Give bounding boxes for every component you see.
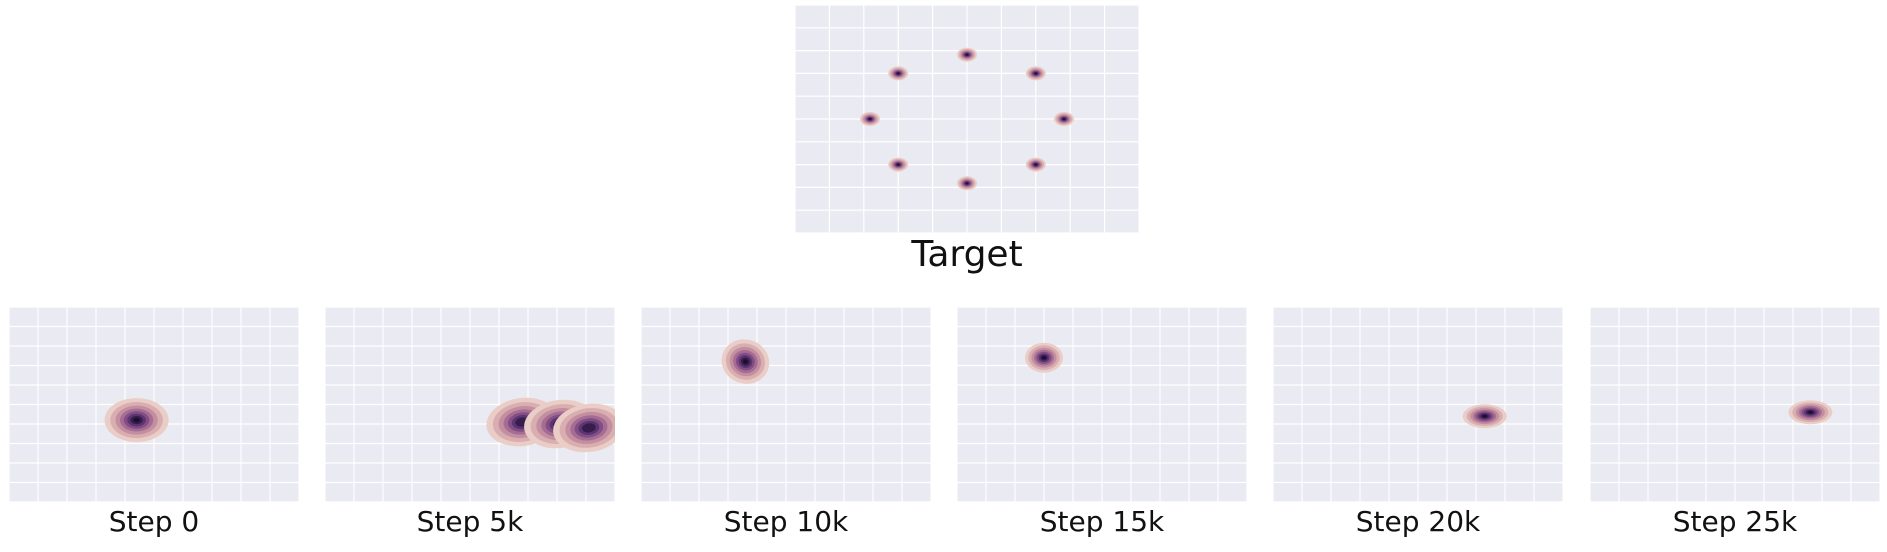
step-0-caption: Step 0: [108, 505, 200, 538]
density-mode: [104, 398, 169, 443]
density-mode: [957, 176, 977, 191]
step-25k-density-plot: [1590, 307, 1880, 502]
density-contour-level: [897, 72, 900, 75]
step-0-density-plot: [9, 307, 299, 502]
step-10k-caption: Step 10k: [723, 505, 849, 538]
density-contour-level: [1808, 411, 1813, 414]
step-15k-density-plot: [957, 307, 1247, 502]
density-mode: [1025, 342, 1063, 373]
density-mode: [1054, 112, 1075, 126]
step-0-panel: [9, 307, 299, 502]
density-mode: [1788, 400, 1833, 425]
density-contour-level: [966, 182, 968, 184]
step-10k-panel: [641, 307, 931, 502]
step-10k-density-plot: [641, 307, 931, 502]
step-20k-caption: Step 20k: [1355, 505, 1481, 538]
density-mode: [1025, 66, 1046, 81]
density-contour-level: [133, 417, 140, 423]
density-mode: [1462, 404, 1507, 429]
density-mode: [888, 66, 909, 81]
step-5k-caption: Step 5k: [416, 505, 524, 538]
density-contour-level: [1063, 118, 1066, 120]
step-5k-panel: [325, 307, 615, 502]
density-mode: [721, 339, 770, 384]
density-contour-level: [897, 163, 900, 166]
target-panel: [795, 5, 1139, 233]
density-contour-level: [1042, 356, 1046, 360]
step-20k-density-plot: [1273, 307, 1563, 502]
step-15k-caption: Step 15k: [1039, 505, 1165, 538]
step-20k-panel: [1273, 307, 1563, 502]
density-contour-level: [582, 423, 596, 433]
density-contour-level: [1034, 72, 1037, 75]
target-caption: Target: [911, 234, 1023, 275]
step-25k-caption: Step 25k: [1672, 505, 1798, 538]
density-mode: [859, 112, 880, 126]
target-density-plot: [795, 5, 1139, 233]
step-15k-panel: [957, 307, 1247, 502]
density-contour-level: [1482, 415, 1487, 418]
step-5k-density-plot: [325, 307, 615, 502]
density-contour-level: [743, 359, 748, 364]
density-contour-level: [966, 54, 968, 56]
density-contour-level: [1034, 163, 1037, 166]
density-contour-level: [868, 118, 871, 120]
density-mode: [957, 47, 977, 62]
step-25k-panel: [1590, 307, 1880, 502]
density-mode: [888, 157, 909, 172]
density-mode: [1025, 157, 1046, 172]
density-mode: [553, 403, 615, 453]
